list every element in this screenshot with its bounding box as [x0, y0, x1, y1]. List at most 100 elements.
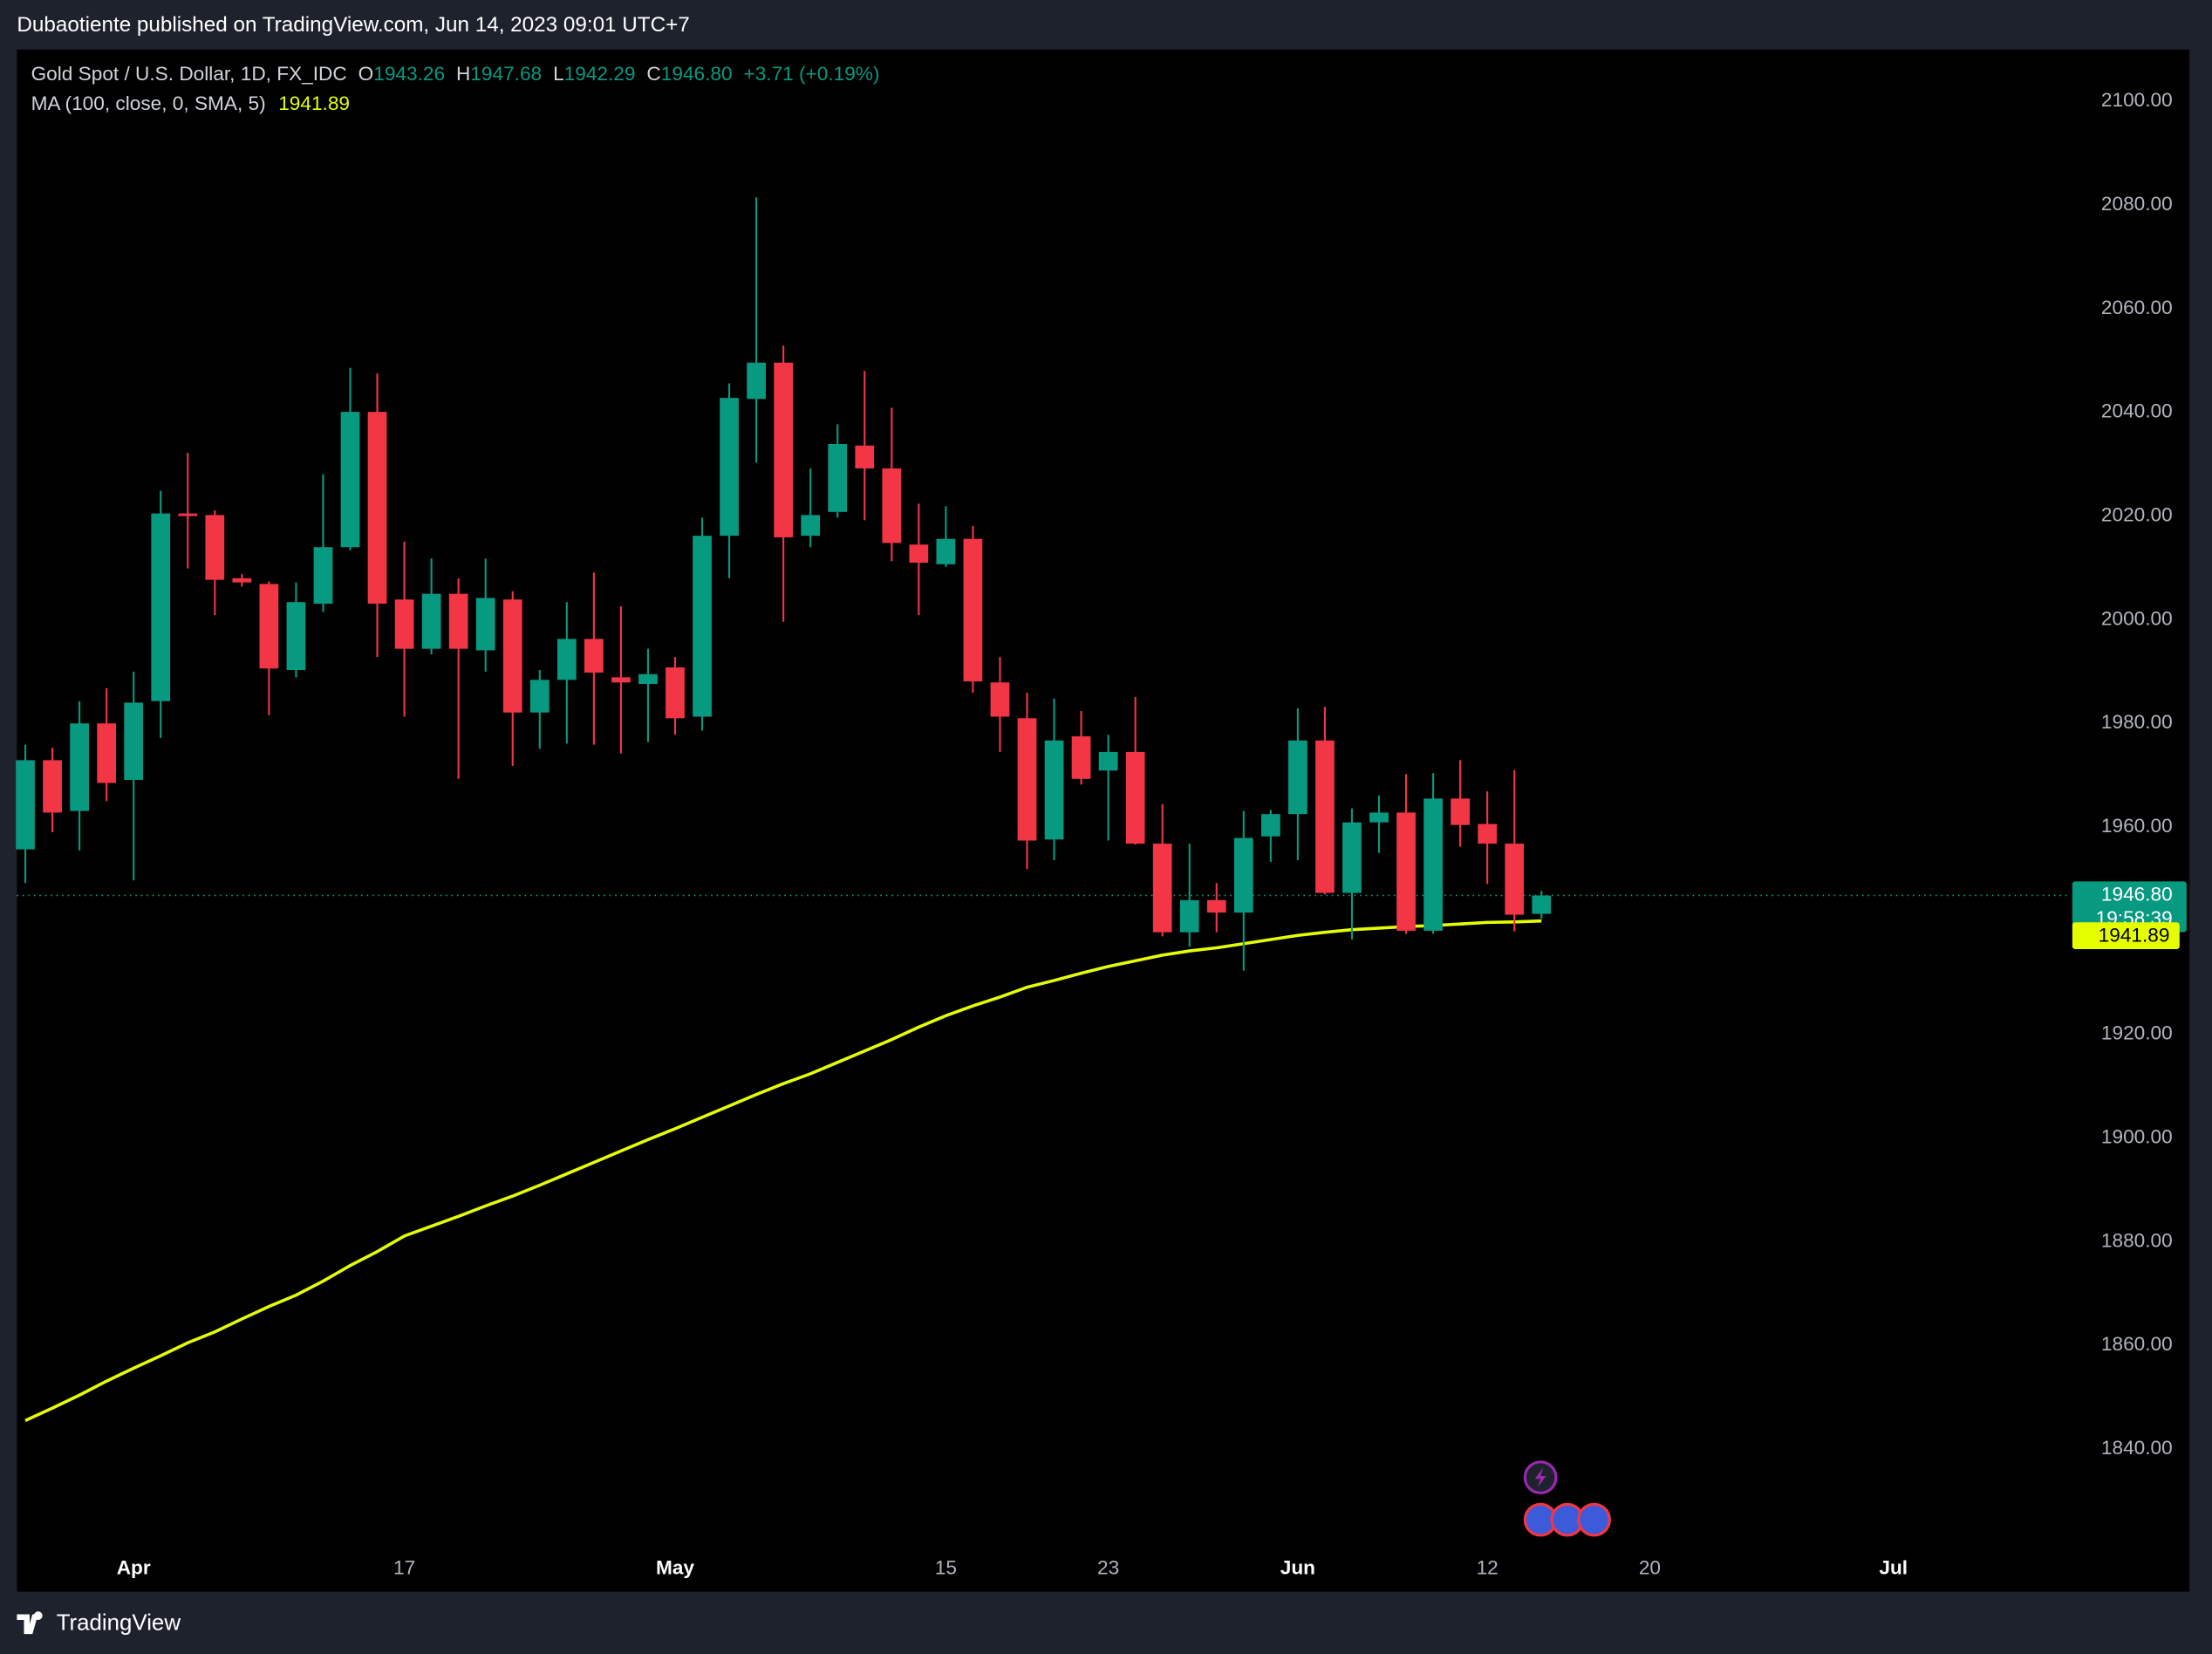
candle-body	[720, 398, 739, 537]
candle-body	[340, 412, 360, 548]
candle-body	[693, 536, 712, 717]
candle-body	[232, 578, 252, 583]
candle-body	[367, 412, 387, 604]
candle-body	[286, 602, 306, 671]
candle-body	[151, 513, 171, 701]
candle-body	[43, 760, 62, 813]
ohlc-label: L	[553, 63, 564, 85]
y-tick-label: 1880.00	[2101, 1229, 2173, 1251]
candle-body	[1044, 740, 1064, 840]
candle-body	[774, 362, 794, 537]
candle-body	[1505, 844, 1525, 915]
ohlc-label: C	[646, 63, 660, 85]
x-tick-label: 15	[935, 1557, 957, 1579]
candle-body	[1206, 899, 1226, 913]
indicator-value: 1941.89	[278, 92, 350, 114]
candle-body	[1532, 895, 1552, 914]
candle-body	[529, 680, 550, 713]
ma-price-box	[2072, 922, 2180, 949]
candle-body	[1478, 824, 1498, 844]
y-tick-label: 2020.00	[2101, 504, 2173, 526]
candle-body	[747, 362, 766, 400]
x-tick-label: Jun	[1280, 1557, 1315, 1579]
candle-body	[259, 584, 279, 669]
candle-body	[1342, 822, 1362, 893]
candle-body	[1288, 740, 1307, 815]
candle-body	[124, 702, 144, 780]
y-tick-label: 1860.00	[2101, 1333, 2173, 1355]
y-tick-label: 2000.00	[2101, 607, 2173, 629]
y-tick-label: 2080.00	[2101, 193, 2173, 215]
candle-body	[936, 538, 956, 564]
candle-body	[666, 667, 685, 719]
x-tick-label: 23	[1097, 1557, 1119, 1579]
publisher: Dubaotiente published on TradingView.com…	[17, 13, 689, 37]
ohlc-value: 1946.80	[661, 63, 733, 85]
indicator-name: MA (100, close, 0, SMA, 5)	[31, 92, 266, 114]
candle-body	[1125, 751, 1145, 844]
ohlc-value: 1943.26	[373, 63, 445, 85]
x-tick-label: 20	[1639, 1557, 1661, 1579]
ohlc-value: 1942.29	[564, 63, 636, 85]
ma-price-label: 1941.89	[2099, 924, 2170, 946]
y-tick-label: 2100.00	[2101, 89, 2173, 111]
legend-line: Gold Spot / U.S. Dollar, 1D, FX_IDC O1943…	[31, 63, 880, 85]
plot-area	[16, 197, 2067, 1422]
brand: TradingView	[17, 1611, 181, 1636]
y-tick-label: 1920.00	[2101, 1022, 2173, 1044]
candle-body	[1098, 751, 1118, 771]
candle-body	[963, 538, 983, 682]
y-tick-label: 1840.00	[2101, 1437, 2173, 1459]
brand-logo	[17, 1611, 43, 1635]
y-tick-label: 2040.00	[2101, 400, 2173, 422]
candle-body	[1396, 812, 1416, 931]
candle-body	[801, 515, 821, 537]
y-tick-label: 1900.00	[2101, 1126, 2173, 1148]
x-tick-label: Apr	[117, 1557, 151, 1579]
candle-body	[1315, 740, 1335, 893]
ohlc-label: O	[358, 63, 374, 85]
brand-name: TradingView	[57, 1611, 181, 1636]
candle-body	[584, 639, 604, 673]
event-icon	[1534, 1467, 1546, 1487]
candle-body	[1451, 798, 1470, 825]
change: +3.71 (+0.19%)	[743, 63, 879, 85]
y-tick-label: 1980.00	[2101, 711, 2173, 733]
candle-body	[638, 673, 658, 685]
candle-body	[421, 593, 441, 649]
last-price-box	[2072, 881, 2187, 933]
candle-body	[828, 443, 848, 512]
candle-body	[178, 513, 198, 516]
candle-body	[502, 599, 522, 713]
candle-body	[97, 723, 117, 783]
candle-body	[1233, 837, 1253, 913]
candle-body	[556, 639, 577, 680]
candle-body	[1071, 736, 1091, 779]
indicator-legend: MA (100, close, 0, SMA, 5) 1941.89	[31, 92, 350, 114]
candle-body	[1260, 814, 1280, 837]
last-price-label: 1946.80	[2101, 883, 2173, 905]
candle-body	[1369, 812, 1389, 823]
candle-body	[1179, 899, 1199, 933]
candle-body	[70, 723, 89, 811]
candle-body	[611, 677, 631, 683]
candle-body	[855, 445, 875, 468]
candle-body	[475, 598, 495, 651]
x-tick-label: 12	[1477, 1557, 1499, 1579]
chart-panel	[17, 49, 2190, 1592]
candle-body	[1152, 844, 1172, 933]
y-tick-label: 1960.00	[2101, 815, 2173, 837]
candle-body	[990, 682, 1010, 717]
y-tick-label: 2060.00	[2101, 297, 2173, 318]
candle-body	[1017, 718, 1037, 841]
candle-body	[882, 468, 902, 543]
candle-body	[313, 547, 333, 604]
candle-body	[394, 599, 414, 649]
candle-body	[448, 593, 468, 649]
candle-body	[16, 760, 35, 850]
moving-average	[24, 919, 1542, 1422]
candle-body	[1423, 798, 1443, 931]
x-tick-label: 17	[393, 1557, 415, 1579]
